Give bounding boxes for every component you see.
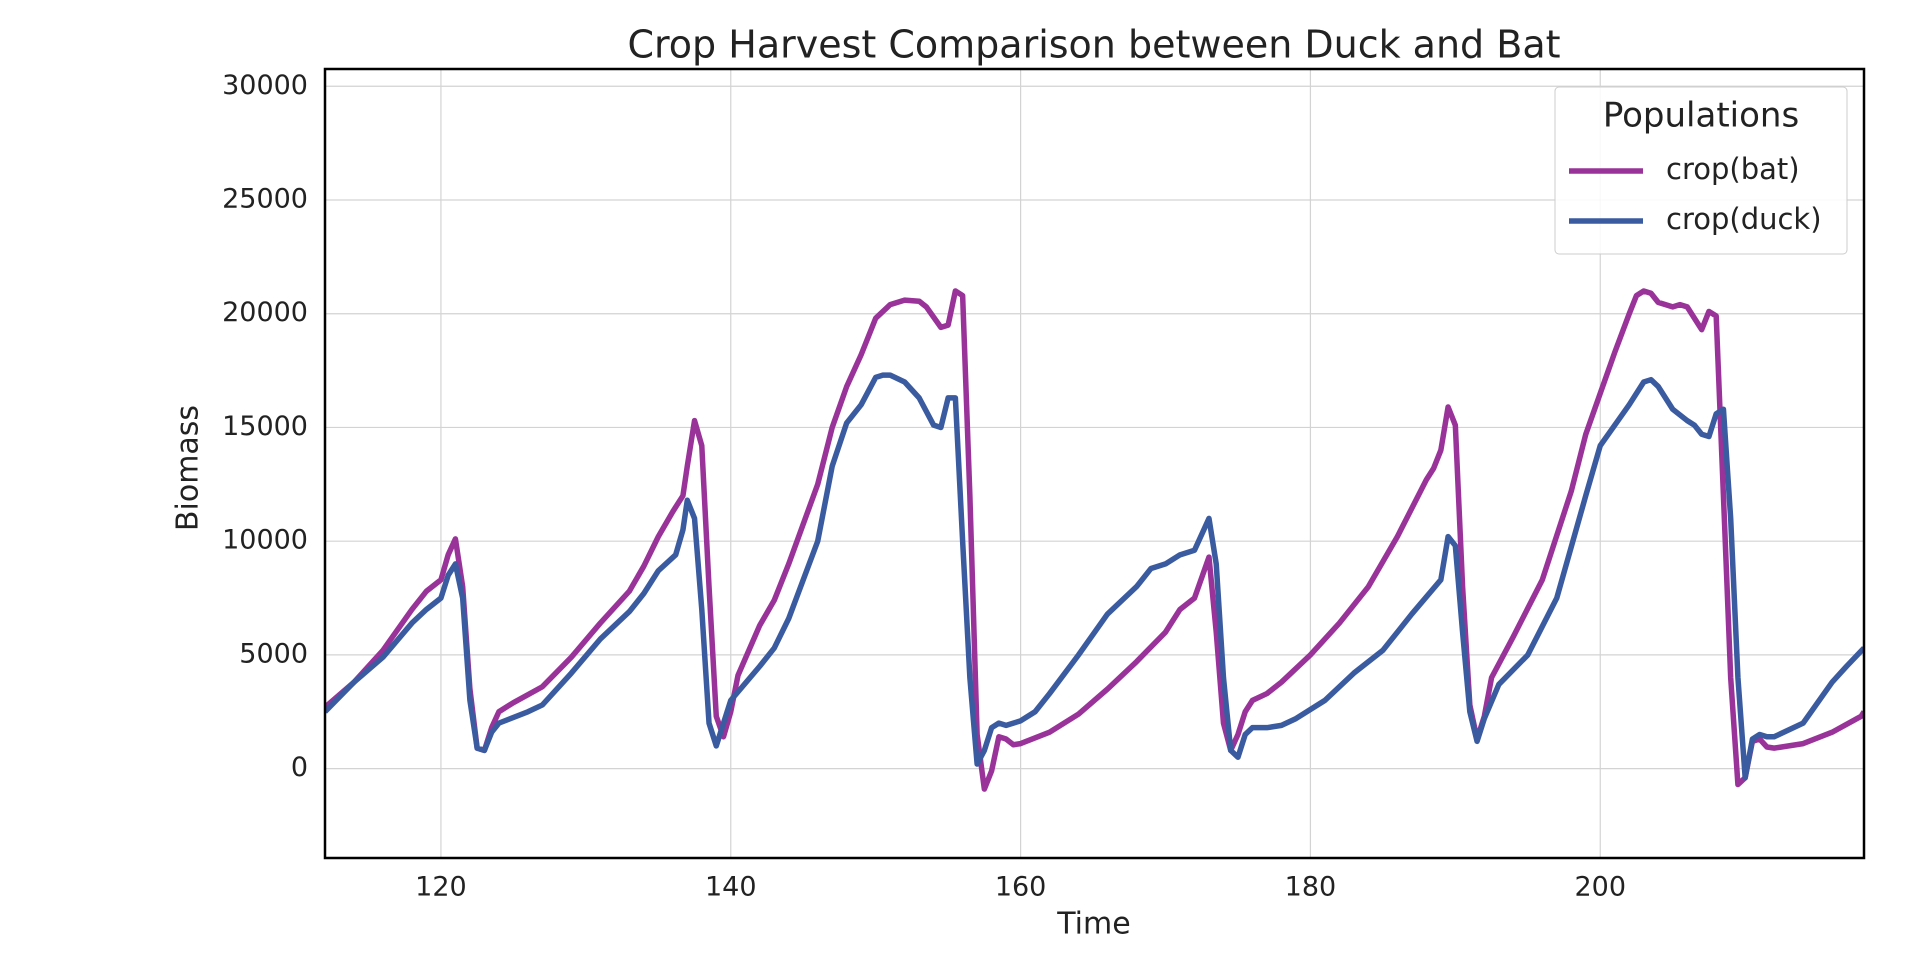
legend-label: crop(duck) [1666,202,1822,236]
plot-frame [323,67,1866,860]
data-line [325,372,1864,781]
y-tick-label: 10000 [222,525,308,556]
y-axis-label: Biomass [171,405,206,531]
legend: Populations crop(bat) crop(duck) [1554,86,1848,255]
x-tick-label: 180 [1285,872,1337,903]
x-tick-label: 200 [1574,872,1626,903]
legend-box [1554,86,1848,255]
legend-title: Populations [1603,96,1799,136]
y-tick-label: 30000 [222,70,308,101]
y-tick-label: 25000 [222,184,308,215]
x-axis-label: Time [1056,907,1130,942]
y-tick-label: 0 [291,752,308,783]
grid [325,69,1864,858]
x-tick-label: 140 [705,872,757,903]
plot-lines [325,288,1864,792]
x-tick-label: 120 [415,872,467,903]
legend-label: crop(bat) [1666,152,1800,186]
x-tick-label: 160 [995,872,1047,903]
y-tick-label: 20000 [222,297,308,328]
chart-title: Crop Harvest Comparison between Duck and… [627,23,1560,67]
data-line [325,288,1864,792]
y-tick-label: 15000 [222,411,308,442]
y-tick-label: 5000 [239,638,308,669]
